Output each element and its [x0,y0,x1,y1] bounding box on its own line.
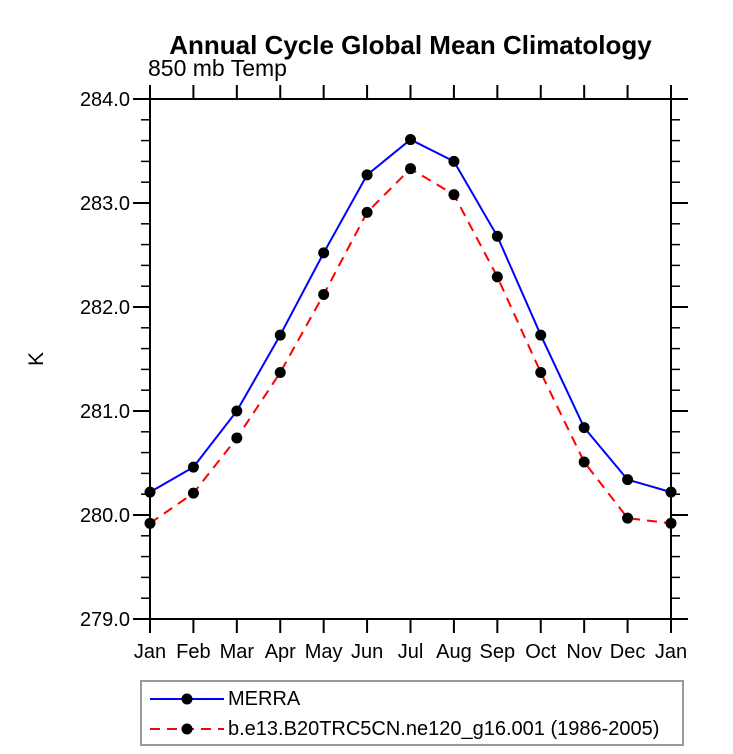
series-line-1 [149,167,672,525]
data-point [448,155,460,167]
legend-label-model: b.e13.B20TRC5CN.ne120_g16.001 (1986-2005… [228,718,660,740]
legend-line-sample-icon [150,693,224,705]
chart-title: Annual Cycle Global Mean Climatology [169,30,652,60]
series-1 [144,163,677,529]
data-point [622,474,634,486]
x-tick-label: Jan [134,641,166,663]
data-point [448,189,460,201]
x-tick-label: Dec [610,641,646,663]
data-point [665,517,677,529]
legend-row-model: b.e13.B20TRC5CN.ne120_g16.001 (1986-2005… [144,714,682,744]
legend-label-merra: MERRA [228,688,301,710]
data-point [274,367,286,379]
x-tick-label: Oct [525,641,557,663]
y-tick-label: 279.0 [80,609,130,631]
x-tick-labels: Jan Feb Mar Apr May Jun Jul Aug Sep Oct Nov Dec Jan [134,641,687,663]
y-tick-label: 282.0 [80,297,130,319]
y-tick-label: 281.0 [80,401,130,423]
data-point [231,432,243,444]
x-tick-label: May [305,641,343,663]
x-tick-label: Jan [655,641,687,663]
x-tick-label: Feb [176,641,210,663]
data-point [665,486,677,498]
data-point [144,517,156,529]
x-tick-label: Nov [566,641,602,663]
legend-line-sample-icon [150,723,224,735]
legend: MERRA b.e13.B20TRC5CN.ne120_g16.001 (198… [140,680,684,746]
data-point [405,134,416,146]
y-tick-label: 283.0 [80,193,130,215]
chart-subtitle: 850 mb Temp [148,55,287,81]
data-point [144,486,156,498]
data-point [274,329,286,341]
data-point [578,456,590,468]
x-tick-label: Sep [480,641,516,663]
axes-box [149,98,672,620]
data-point [231,405,243,417]
y-tick-labels: 284.0 283.0 282.0 281.0 280.0 279.0 [80,89,130,631]
data-point [405,163,416,175]
series-line-0 [149,138,672,494]
x-tick-label: Jun [351,641,383,663]
x-tick-label: Mar [220,641,255,663]
data-point [535,367,547,379]
y-tick-label: 284.0 [80,89,130,111]
data-point [187,461,199,473]
series-0 [144,134,677,498]
data-point [622,512,634,524]
x-tick-label: Apr [265,641,296,663]
data-point [318,289,330,301]
y-tick-label: 280.0 [80,505,130,527]
data-point [361,206,373,218]
x-tick-label: Jul [398,641,424,663]
data-point [318,247,330,259]
data-point [535,329,547,341]
legend-row-merra: MERRA [144,684,682,714]
data-point [578,422,590,434]
data-point [491,271,503,283]
data-point [491,230,503,242]
axis-ticks [133,85,688,633]
data-point [187,487,199,499]
x-tick-label: Aug [436,641,472,663]
data-point [361,169,373,181]
